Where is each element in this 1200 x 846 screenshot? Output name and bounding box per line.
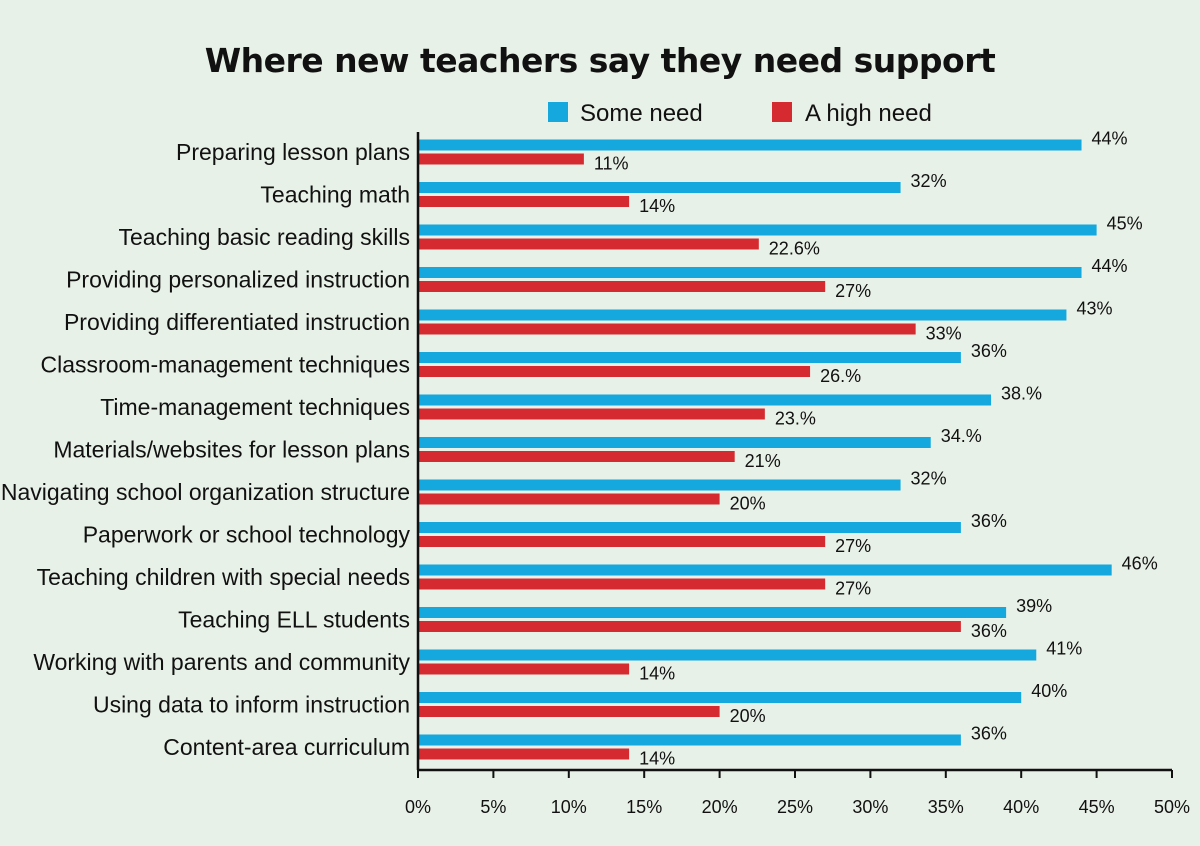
bar-a-high-need-using-data-to-inform-instruction <box>418 706 720 717</box>
bar-some-need-providing-differentiated-instruction <box>418 309 1067 321</box>
value-label-a-high-need-materials-websites-for-lesson-plans: 21% <box>745 451 781 471</box>
bar-a-high-need-teaching-children-with-special-needs <box>418 578 826 590</box>
bar-some-need-navigating-school-organization-structure <box>418 479 901 491</box>
x-tick-label-5: 5% <box>480 797 506 817</box>
bar-some-need-classroom-management-techniques <box>418 352 961 363</box>
bar-some-need-using-data-to-inform-instruction <box>418 692 1022 703</box>
bar-some-need-providing-personalized-instruction <box>418 267 1082 278</box>
category-label-working-with-parents-and-community: Working with parents and community <box>33 649 410 675</box>
bar-some-need-teaching-children-with-special-needs <box>418 564 1112 576</box>
category-label-teaching-math: Teaching math <box>260 182 410 208</box>
bar-a-high-need-providing-personalized-instruction <box>418 281 826 292</box>
bar-a-high-need-teaching-ell-students <box>418 621 961 632</box>
value-label-a-high-need-navigating-school-organization-structure: 20% <box>730 494 766 514</box>
bar-a-high-need-paperwork-or-school-technology <box>418 536 826 547</box>
bar-some-need-materials-websites-for-lesson-plans <box>418 437 931 448</box>
category-label-teaching-children-with-special-needs: Teaching children with special needs <box>37 564 410 590</box>
bar-a-high-need-providing-differentiated-instruction <box>418 323 916 335</box>
x-tick-label-30: 30% <box>852 797 888 817</box>
bar-a-high-need-time-management-techniques <box>418 408 765 420</box>
bar-some-need-teaching-ell-students <box>418 607 1007 618</box>
category-label-navigating-school-organization-structure: Navigating school organization structure <box>1 479 410 505</box>
bar-a-high-need-teaching-math <box>418 196 630 207</box>
legend-label-a-high-need: A high need <box>805 100 932 127</box>
bar-a-high-need-working-with-parents-and-community <box>418 663 630 675</box>
value-label-some-need-teaching-ell-students: 39% <box>1016 596 1052 616</box>
bar-a-high-need-teaching-basic-reading-skills <box>418 238 759 250</box>
category-label-time-management-techniques: Time-management techniques <box>100 394 410 420</box>
value-label-a-high-need-paperwork-or-school-technology: 27% <box>835 536 871 556</box>
value-label-some-need-time-management-techniques: 38.% <box>1001 384 1042 404</box>
value-label-some-need-providing-personalized-instruction: 44% <box>1092 256 1128 276</box>
value-label-a-high-need-classroom-management-techniques: 26.% <box>820 366 861 386</box>
bar-some-need-teaching-basic-reading-skills <box>418 224 1097 236</box>
value-label-some-need-teaching-basic-reading-skills: 45% <box>1107 214 1143 234</box>
value-label-a-high-need-time-management-techniques: 23.% <box>775 409 816 429</box>
category-label-using-data-to-inform-instruction: Using data to inform instruction <box>93 692 410 718</box>
legend-label-some-need: Some need <box>580 100 703 127</box>
category-label-paperwork-or-school-technology: Paperwork or school technology <box>83 522 411 548</box>
axes-group: 0% 5% 10% 15% 20% 25% 30% 35% 40% 45% 50% <box>405 132 1190 817</box>
bar-some-need-preparing-lesson-plans <box>418 139 1082 151</box>
value-label-a-high-need-teaching-children-with-special-needs: 27% <box>835 579 871 599</box>
value-label-a-high-need-teaching-basic-reading-skills: 22.6% <box>769 239 820 259</box>
category-label-providing-differentiated-instruction: Providing differentiated instruction <box>64 309 410 335</box>
value-label-a-high-need-providing-personalized-instruction: 27% <box>835 281 871 301</box>
value-label-some-need-providing-differentiated-instruction: 43% <box>1076 299 1112 319</box>
value-label-some-need-preparing-lesson-plans: 44% <box>1092 129 1128 149</box>
value-label-some-need-navigating-school-organization-structure: 32% <box>911 469 947 489</box>
value-label-some-need-materials-websites-for-lesson-plans: 34.% <box>941 426 982 446</box>
value-label-some-need-teaching-math: 32% <box>911 171 947 191</box>
value-label-some-need-working-with-parents-and-community: 41% <box>1046 639 1082 659</box>
bar-some-need-working-with-parents-and-community <box>418 649 1037 661</box>
x-tick-label-35: 35% <box>928 797 964 817</box>
chart-title: Where new teachers say they need support <box>205 41 996 80</box>
category-label-materials-websites-for-lesson-plans: Materials/websites for lesson plans <box>53 437 410 463</box>
value-label-a-high-need-using-data-to-inform-instruction: 20% <box>730 706 766 726</box>
x-tick-label-25: 25% <box>777 797 813 817</box>
bars-group: Preparing lesson plans 44% 11% Teaching mat… <box>1 129 1158 769</box>
x-tick-label-15: 15% <box>626 797 662 817</box>
value-label-a-high-need-teaching-math: 14% <box>639 196 675 216</box>
bar-some-need-content-area-curriculum <box>418 734 961 746</box>
value-label-some-need-classroom-management-techniques: 36% <box>971 341 1007 361</box>
value-label-some-need-using-data-to-inform-instruction: 40% <box>1031 681 1067 701</box>
x-tick-label-0: 0% <box>405 797 431 817</box>
legend-swatch-some-need <box>548 102 568 122</box>
bar-some-need-teaching-math <box>418 182 901 193</box>
value-label-a-high-need-teaching-ell-students: 36% <box>971 621 1007 641</box>
bar-some-need-paperwork-or-school-technology <box>418 522 961 533</box>
category-label-classroom-management-techniques: Classroom-management techniques <box>41 352 410 378</box>
value-label-a-high-need-providing-differentiated-instruction: 33% <box>926 324 962 344</box>
value-label-a-high-need-content-area-curriculum: 14% <box>639 749 675 769</box>
category-label-teaching-ell-students: Teaching ELL students <box>178 607 410 633</box>
legend: Some need A high need <box>548 100 932 127</box>
category-label-teaching-basic-reading-skills: Teaching basic reading skills <box>119 224 411 250</box>
category-label-content-area-curriculum: Content-area curriculum <box>163 734 410 760</box>
bar-a-high-need-classroom-management-techniques <box>418 366 811 377</box>
bar-a-high-need-materials-websites-for-lesson-plans <box>418 451 735 462</box>
bar-a-high-need-preparing-lesson-plans <box>418 153 584 165</box>
value-label-a-high-need-working-with-parents-and-community: 14% <box>639 664 675 684</box>
x-tick-label-40: 40% <box>1003 797 1039 817</box>
category-label-preparing-lesson-plans: Preparing lesson plans <box>176 139 410 165</box>
category-label-providing-personalized-instruction: Providing personalized instruction <box>66 267 410 293</box>
x-tick-label-20: 20% <box>702 797 738 817</box>
bar-some-need-time-management-techniques <box>418 394 992 406</box>
value-label-a-high-need-preparing-lesson-plans: 11% <box>594 154 629 174</box>
x-tick-label-50: 50% <box>1154 797 1190 817</box>
bar-a-high-need-content-area-curriculum <box>418 748 630 760</box>
value-label-some-need-teaching-children-with-special-needs: 46% <box>1122 554 1158 574</box>
value-label-some-need-paperwork-or-school-technology: 36% <box>971 511 1007 531</box>
x-tick-label-10: 10% <box>551 797 587 817</box>
value-label-some-need-content-area-curriculum: 36% <box>971 724 1007 744</box>
x-tick-label-45: 45% <box>1079 797 1115 817</box>
legend-swatch-a-high-need <box>772 102 792 122</box>
bar-a-high-need-navigating-school-organization-structure <box>418 493 720 505</box>
